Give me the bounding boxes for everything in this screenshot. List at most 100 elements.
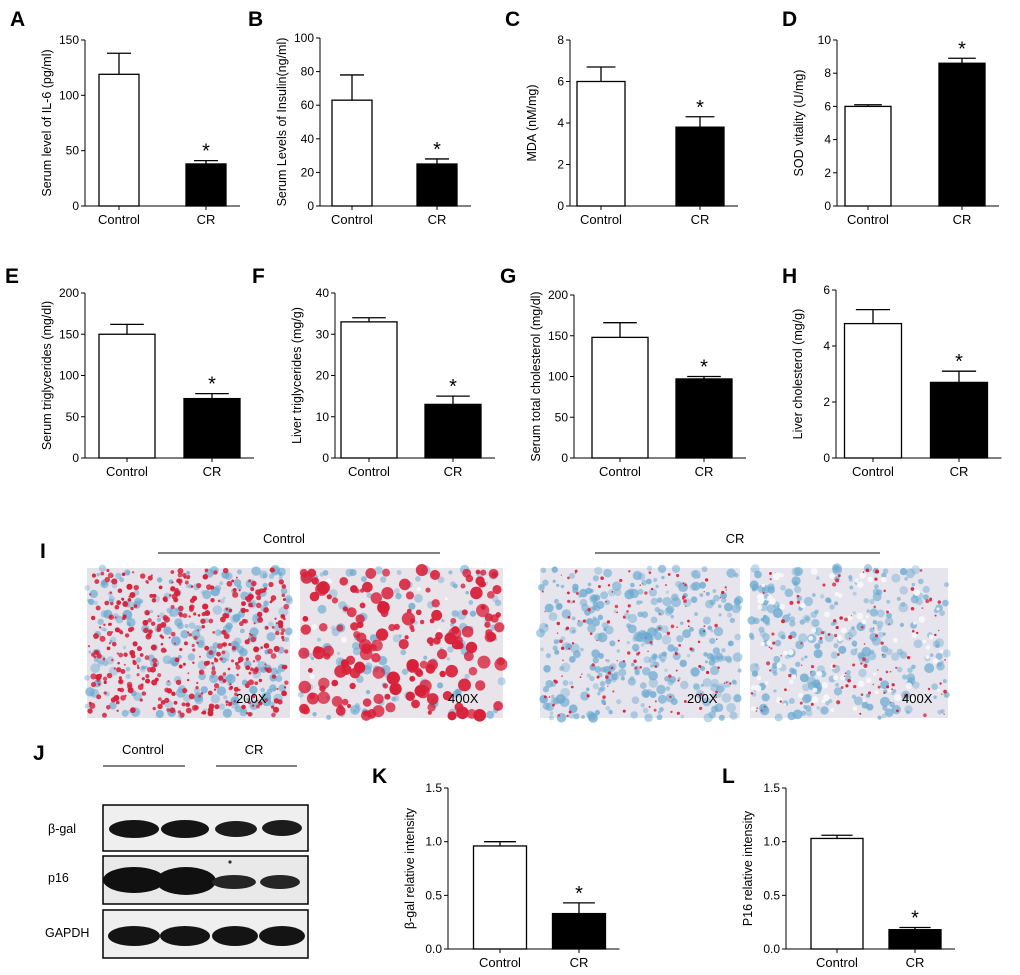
stain-blue: [437, 576, 445, 584]
stain-red: [175, 679, 182, 686]
stain-blue: [907, 667, 913, 673]
stain-red: [875, 569, 880, 574]
stain-red: [259, 616, 262, 620]
stain-red: [251, 580, 257, 587]
y-tick-label: 20: [301, 165, 315, 179]
band: [109, 820, 159, 838]
stain-red: [589, 632, 593, 636]
stain-blue: [737, 668, 742, 673]
bar-chart-k: K 0.0 0.5 1.0 1.5 Control CR * β-gal relative in…: [372, 765, 620, 970]
stain-blue: [891, 691, 895, 696]
stain-blue: [280, 587, 288, 595]
stain-blue: [136, 657, 142, 663]
stain-red: [280, 614, 286, 619]
stain-red: [118, 629, 123, 634]
stain-red: [724, 586, 727, 589]
stain-blue: [659, 707, 664, 712]
stain-red: [299, 568, 308, 578]
lipid-vacuole: [761, 583, 766, 588]
stain-red: [156, 627, 162, 632]
stain-blue: [540, 647, 544, 652]
stain-red: [331, 679, 339, 687]
x-category-label: Control: [331, 212, 373, 227]
blot-group-label-control: Control: [122, 742, 164, 757]
stain-blue: [693, 684, 701, 691]
stain-blue: [691, 569, 701, 580]
stain-blue: [637, 572, 646, 581]
stain-blue: [423, 655, 428, 660]
stain-blue: [608, 588, 616, 597]
stain-blue: [799, 673, 809, 683]
stain-red: [772, 641, 776, 645]
lipid-vacuole: [340, 636, 348, 643]
stain-blue: [589, 594, 599, 604]
significance-marker: *: [202, 141, 210, 163]
lipid-vacuole: [821, 699, 826, 704]
stain-red: [874, 577, 878, 581]
stain-blue: [262, 582, 268, 588]
lipid-vacuole: [783, 650, 788, 656]
stain-blue: [686, 653, 691, 658]
stain-red: [114, 604, 120, 610]
stain-blue: [763, 614, 767, 619]
y-axis-label: Serum total cholesterol (mg/dl): [529, 291, 543, 461]
stain-red: [300, 624, 311, 635]
stain-red: [581, 673, 583, 675]
stain-blue: [560, 687, 571, 698]
stain-red: [164, 687, 170, 693]
stain-red: [873, 627, 875, 629]
stain-red: [873, 605, 877, 609]
stain-red: [478, 582, 484, 588]
y-tick-label: 100: [548, 370, 568, 384]
lipid-vacuole: [873, 672, 877, 676]
stain-blue: [696, 574, 701, 579]
stain-blue: [760, 617, 765, 622]
stain-red: [166, 708, 170, 712]
stain-blue: [573, 713, 580, 720]
stain-red: [133, 604, 138, 608]
bar-control: [810, 837, 864, 950]
stain-red: [565, 626, 570, 630]
stain-blue: [246, 697, 251, 702]
stain-red: [800, 642, 803, 645]
stain-red: [188, 693, 195, 700]
y-tick-label: 0: [823, 451, 830, 465]
stain-blue: [647, 689, 652, 694]
stain-red: [911, 629, 915, 633]
stain-blue: [605, 706, 611, 711]
stain-blue: [568, 712, 575, 719]
stain-blue: [317, 604, 327, 614]
stain-red: [108, 622, 112, 626]
stain-blue: [587, 582, 592, 587]
stain-blue: [284, 637, 290, 642]
bar-chart-c: C 0 2 4 6 8 Control CR * MDA (nM/mg): [505, 8, 738, 227]
lipid-vacuole: [937, 688, 941, 693]
stain-blue: [791, 576, 801, 586]
stain-red: [409, 624, 415, 630]
stain-red: [213, 570, 218, 575]
stain-red: [637, 651, 641, 655]
stain-blue: [892, 689, 897, 693]
stain-blue: [641, 579, 648, 586]
stain-red: [382, 568, 391, 577]
lipid-vacuole: [756, 675, 762, 681]
stain-red: [96, 653, 102, 659]
stain-blue: [661, 634, 672, 645]
stain-blue: [586, 617, 594, 625]
stain-red: [359, 602, 366, 609]
panel-letter-j: J: [33, 742, 45, 765]
stain-red: [196, 641, 199, 645]
stain-blue: [727, 641, 733, 647]
stain-red: [607, 671, 612, 675]
stain-red: [431, 609, 443, 621]
stain-red: [336, 624, 344, 632]
stain-red: [335, 705, 346, 716]
stain-red: [148, 629, 153, 635]
stain-blue: [726, 702, 736, 713]
stain-red: [307, 668, 313, 673]
stain-red: [244, 639, 250, 645]
y-tick-label: 100: [59, 88, 79, 102]
stain-red: [318, 622, 328, 632]
lipid-vacuole: [766, 640, 772, 646]
stain-red: [611, 591, 614, 593]
